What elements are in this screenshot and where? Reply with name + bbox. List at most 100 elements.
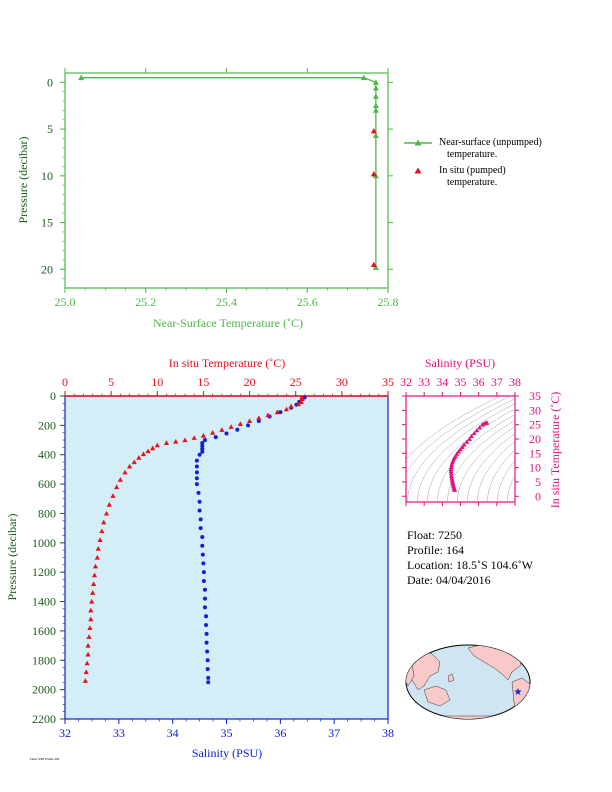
temperature-point — [122, 469, 128, 475]
ts-point — [450, 458, 456, 463]
temperature-point — [210, 430, 216, 435]
ns-unpumped-point — [372, 132, 379, 139]
ns-unpumped-point — [372, 264, 379, 270]
ns-unpumped-point — [372, 93, 379, 99]
salinity-point — [224, 431, 229, 436]
temperature-point — [95, 546, 101, 551]
temperature-axis-title: In situ Temperature (˚C) — [169, 356, 286, 370]
ns-x-tick-label: 25.0 — [55, 295, 76, 309]
profile-y-label: Pressure (decibar) — [5, 514, 19, 601]
salinity-point — [198, 526, 203, 531]
legend-in-situ-line1: In situ (pumped) — [439, 165, 506, 176]
density-contour — [467, 433, 515, 502]
temperature-point — [86, 634, 92, 639]
temperature-point — [88, 616, 94, 622]
near-surface-frame — [64, 72, 389, 289]
legend-in-situ-line2: temperature. — [447, 177, 498, 188]
ts-point — [477, 425, 482, 430]
temperature-point — [154, 442, 160, 448]
ns-x-tick-label: 25.8 — [378, 295, 399, 309]
temp-tick-label: 0 — [62, 375, 68, 389]
ns-pumped-point — [370, 170, 377, 177]
density-contour — [406, 396, 502, 460]
temp-tick-label: 25 — [290, 375, 302, 389]
sal-tick-label: 36 — [274, 726, 286, 740]
pressure-tick-label: 400 — [38, 448, 56, 462]
near-surface-chart: 25.0 25.2 25.4 25.6 25.8 0 5 10 15 20 Near-Surfac… — [16, 68, 399, 330]
ns-y-tick-label: 5 — [47, 122, 53, 136]
ts-y-tick-label: 15 — [529, 446, 541, 460]
ts-point — [464, 439, 470, 444]
pressure-tick-label: 800 — [38, 506, 56, 520]
ts-y-tick-label: 0 — [535, 489, 541, 503]
temperature-point — [85, 642, 91, 648]
salinity-point — [213, 435, 218, 440]
near-surface-y-label: Pressure (decibar) — [16, 137, 30, 224]
salinity-point — [202, 605, 207, 610]
temperature-point — [91, 572, 98, 578]
temperature-point — [110, 493, 116, 498]
salinity-point — [200, 443, 205, 448]
ts-point — [449, 473, 454, 478]
ts-point — [458, 446, 463, 452]
salinity-point — [201, 578, 206, 583]
salinity-point — [200, 440, 205, 445]
ts-x-tick-label: 35 — [455, 375, 467, 389]
ts-y-tick-label: 10 — [529, 461, 541, 475]
temperature-point — [91, 581, 97, 587]
red-triangle-icon — [414, 167, 422, 174]
ts-point — [449, 462, 455, 467]
ts-y-tick-label: 25 — [529, 418, 541, 432]
ts-y-title: In situ Temperature (˚C) — [548, 392, 562, 509]
density-contour — [487, 449, 515, 502]
ns-y-tick-label: 15 — [41, 216, 53, 230]
ns-y-tick-label: 0 — [47, 75, 53, 89]
ns-x-tick-label: 25.4 — [216, 295, 237, 309]
salinity-point — [202, 587, 207, 592]
sal-tick-label: 32 — [59, 726, 71, 740]
temp-tick-label: 35 — [382, 375, 394, 389]
ts-y-tick-label: 5 — [535, 475, 541, 489]
salinity-point — [198, 517, 203, 522]
ts-point — [471, 430, 477, 436]
temperature-point — [82, 678, 88, 683]
temperature-point — [182, 437, 188, 443]
salinity-point — [206, 680, 211, 685]
temperature-point — [127, 463, 133, 469]
ts-marks — [448, 420, 490, 492]
density-contour — [417, 403, 515, 502]
float-location-star-icon: ★ — [514, 687, 523, 698]
map-antarctica — [439, 715, 501, 719]
temperature-point — [237, 421, 243, 426]
ns-unpumped-point — [372, 102, 379, 109]
float-info: Float: 7250 Profile: 164 Location: 18.5˚… — [407, 528, 533, 588]
temp-tick-label: 5 — [108, 375, 114, 389]
ts-y-tick-label: 30 — [529, 403, 541, 417]
ns-y-tick-label: 10 — [41, 169, 53, 183]
green-triangle-line-icon — [404, 139, 432, 146]
salinity-point — [201, 561, 206, 566]
temperature-point — [288, 403, 294, 409]
legend-item-near-surface: Near-surface (unpumped) temperature. — [403, 137, 579, 161]
ns-pumped-point — [370, 261, 377, 268]
profile-date: Date: 04/04/2016 — [407, 573, 491, 587]
temperature-point — [150, 445, 156, 451]
salinity-point — [206, 675, 211, 680]
pressure-tick-label: 1600 — [32, 624, 56, 638]
profile-marks — [82, 394, 307, 685]
pressure-tick-label: 0 — [50, 389, 56, 403]
temperature-point — [106, 502, 112, 507]
ts-y-tick-label: 35 — [529, 389, 541, 403]
pressure-tick-label: 600 — [38, 477, 56, 491]
near-surface-legend: Near-surface (unpumped) temperature. In … — [403, 137, 579, 193]
sal-tick-label: 35 — [221, 726, 233, 740]
legend-near-surface-line1: Near-surface (unpumped) — [439, 137, 542, 148]
ts-point — [469, 433, 474, 439]
float-location: Location: 18.5˚S 104.6˚W — [407, 558, 533, 572]
salinity-point — [194, 476, 199, 481]
sal-tick-label: 37 — [328, 726, 340, 740]
salinity-point — [194, 482, 199, 487]
temperature-point — [219, 427, 225, 432]
